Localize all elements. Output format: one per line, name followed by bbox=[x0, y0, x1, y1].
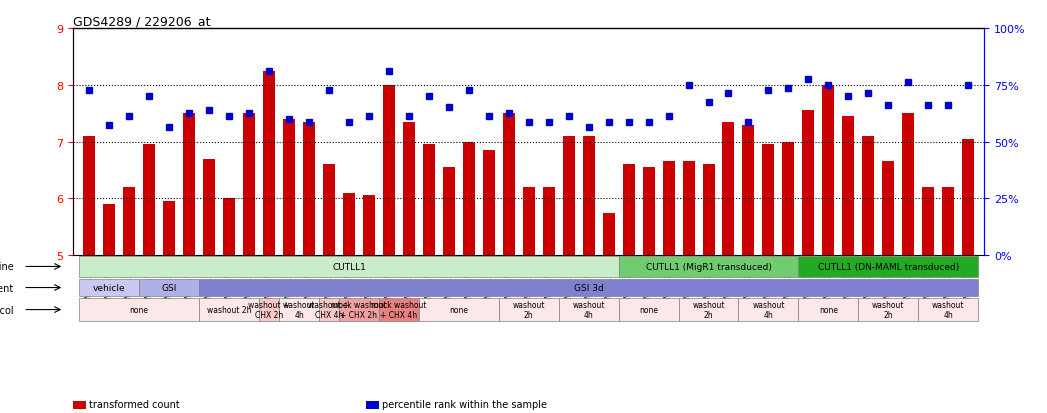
Text: washout
2h: washout 2h bbox=[692, 300, 725, 320]
Bar bbox=[343, 193, 355, 256]
FancyBboxPatch shape bbox=[918, 299, 978, 321]
Text: GDS4289 / 229206_at: GDS4289 / 229206_at bbox=[73, 15, 210, 28]
Text: none: none bbox=[449, 305, 468, 314]
Bar bbox=[84, 137, 95, 256]
Text: washout
4h: washout 4h bbox=[283, 300, 315, 320]
Bar bbox=[403, 122, 415, 256]
Text: vehicle: vehicle bbox=[93, 283, 126, 292]
Text: agent: agent bbox=[0, 283, 14, 293]
Bar bbox=[263, 71, 275, 256]
Bar bbox=[203, 159, 215, 256]
FancyBboxPatch shape bbox=[619, 299, 678, 321]
Text: none: none bbox=[819, 305, 838, 314]
Bar bbox=[503, 114, 515, 256]
Bar bbox=[962, 139, 974, 256]
Text: washout
2h: washout 2h bbox=[512, 300, 545, 320]
Bar bbox=[283, 119, 295, 256]
Bar bbox=[483, 151, 495, 256]
FancyBboxPatch shape bbox=[738, 299, 799, 321]
Bar bbox=[303, 122, 315, 256]
Bar bbox=[863, 137, 874, 256]
FancyBboxPatch shape bbox=[199, 299, 259, 321]
FancyBboxPatch shape bbox=[139, 279, 199, 297]
Bar bbox=[463, 142, 474, 256]
Bar bbox=[124, 188, 135, 256]
Bar bbox=[143, 145, 155, 256]
Bar bbox=[183, 114, 195, 256]
Bar bbox=[843, 117, 854, 256]
FancyBboxPatch shape bbox=[678, 299, 738, 321]
Bar bbox=[802, 111, 815, 256]
Bar bbox=[542, 188, 555, 256]
Text: washout 2h: washout 2h bbox=[207, 305, 251, 314]
Bar bbox=[822, 85, 834, 256]
Bar bbox=[762, 145, 775, 256]
FancyBboxPatch shape bbox=[419, 299, 498, 321]
Bar bbox=[663, 162, 674, 256]
Bar bbox=[363, 196, 375, 256]
Text: washout
4h: washout 4h bbox=[573, 300, 605, 320]
Bar bbox=[703, 165, 714, 256]
FancyBboxPatch shape bbox=[619, 256, 799, 277]
Bar bbox=[922, 188, 934, 256]
FancyBboxPatch shape bbox=[379, 299, 419, 321]
Bar bbox=[322, 165, 335, 256]
Bar bbox=[722, 122, 735, 256]
Bar bbox=[583, 137, 595, 256]
Bar bbox=[883, 162, 894, 256]
FancyBboxPatch shape bbox=[80, 299, 199, 321]
Bar bbox=[522, 188, 535, 256]
FancyBboxPatch shape bbox=[498, 299, 559, 321]
Bar bbox=[443, 168, 454, 256]
Bar bbox=[643, 168, 654, 256]
Text: washout +
CHX 4h: washout + CHX 4h bbox=[309, 300, 350, 320]
Bar bbox=[163, 202, 175, 256]
Bar bbox=[223, 199, 236, 256]
Bar bbox=[742, 125, 755, 256]
Text: washout +
CHX 2h: washout + CHX 2h bbox=[248, 300, 290, 320]
FancyBboxPatch shape bbox=[559, 299, 619, 321]
Bar bbox=[623, 165, 634, 256]
FancyBboxPatch shape bbox=[259, 299, 280, 321]
Bar bbox=[942, 188, 954, 256]
Text: washout
4h: washout 4h bbox=[752, 300, 784, 320]
Bar bbox=[243, 114, 255, 256]
Text: washout
2h: washout 2h bbox=[872, 300, 905, 320]
FancyBboxPatch shape bbox=[199, 279, 978, 297]
Bar bbox=[423, 145, 435, 256]
Text: CUTLL1 (DN-MAML transduced): CUTLL1 (DN-MAML transduced) bbox=[818, 262, 959, 271]
FancyBboxPatch shape bbox=[799, 256, 978, 277]
FancyBboxPatch shape bbox=[80, 256, 619, 277]
Text: GSI: GSI bbox=[161, 283, 177, 292]
Text: CUTLL1: CUTLL1 bbox=[332, 262, 365, 271]
Text: washout
4h: washout 4h bbox=[932, 300, 964, 320]
Bar bbox=[383, 85, 395, 256]
Text: GSI 3d: GSI 3d bbox=[574, 283, 603, 292]
Text: none: none bbox=[639, 305, 659, 314]
FancyBboxPatch shape bbox=[80, 279, 139, 297]
Bar bbox=[903, 114, 914, 256]
Bar bbox=[104, 204, 115, 256]
FancyBboxPatch shape bbox=[859, 299, 918, 321]
Text: mock washout
+ CHX 4h: mock washout + CHX 4h bbox=[371, 300, 426, 320]
Text: CUTLL1 (MigR1 transduced): CUTLL1 (MigR1 transduced) bbox=[646, 262, 772, 271]
FancyBboxPatch shape bbox=[280, 299, 319, 321]
Text: mock washout
+ CHX 2h: mock washout + CHX 2h bbox=[331, 300, 386, 320]
FancyBboxPatch shape bbox=[799, 299, 859, 321]
Text: none: none bbox=[130, 305, 149, 314]
Text: protocol: protocol bbox=[0, 305, 14, 315]
Bar bbox=[562, 137, 575, 256]
Text: cell line: cell line bbox=[0, 262, 14, 272]
FancyBboxPatch shape bbox=[339, 299, 379, 321]
Text: transformed count: transformed count bbox=[89, 399, 180, 409]
Bar bbox=[603, 213, 615, 256]
Bar bbox=[782, 142, 795, 256]
FancyBboxPatch shape bbox=[319, 299, 339, 321]
Bar bbox=[683, 162, 694, 256]
Text: percentile rank within the sample: percentile rank within the sample bbox=[382, 399, 548, 409]
